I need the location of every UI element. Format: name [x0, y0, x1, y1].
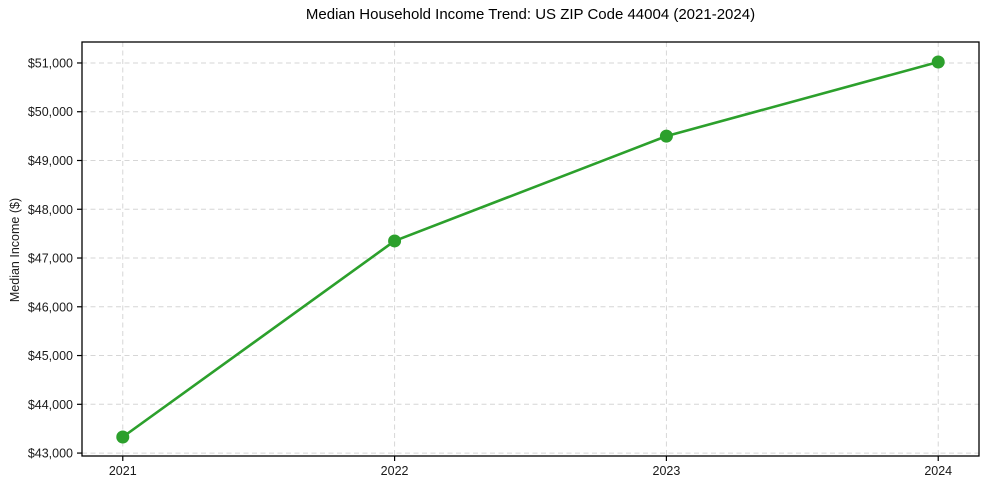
x-tick-label: 2021: [109, 464, 137, 478]
y-tick-label: $48,000: [28, 203, 73, 217]
chart-title: Median Household Income Trend: US ZIP Co…: [305, 6, 756, 23]
plot-background: [82, 42, 979, 456]
x-tick-label: 2022: [381, 464, 409, 478]
y-tick-label: $46,000: [28, 300, 73, 314]
trend-line: [121, 60, 940, 439]
tick-labels: $43,000 $44,000 $45,000 $46,000 $47,000 $48,0…: [28, 56, 952, 478]
data-point-marker: [388, 234, 402, 248]
y-tick-label: $49,000: [28, 154, 73, 168]
data-point-marker: [659, 129, 673, 143]
data-point-marker: [931, 55, 945, 69]
y-tick-label: $50,000: [28, 105, 73, 119]
x-tick-label: 2024: [924, 464, 952, 478]
axis-ticks: [77, 62, 939, 461]
y-tick-label: $45,000: [28, 349, 73, 363]
data-point-marker: [116, 430, 130, 444]
gridlines: [82, 42, 979, 456]
plot-frame: [81, 41, 980, 457]
y-tick-label: $44,000: [28, 398, 73, 412]
y-tick-label: $43,000: [28, 447, 73, 461]
y-tick-label: $51,000: [28, 56, 73, 70]
y-tick-label: $47,000: [28, 252, 73, 266]
x-tick-label: 2023: [653, 464, 681, 478]
